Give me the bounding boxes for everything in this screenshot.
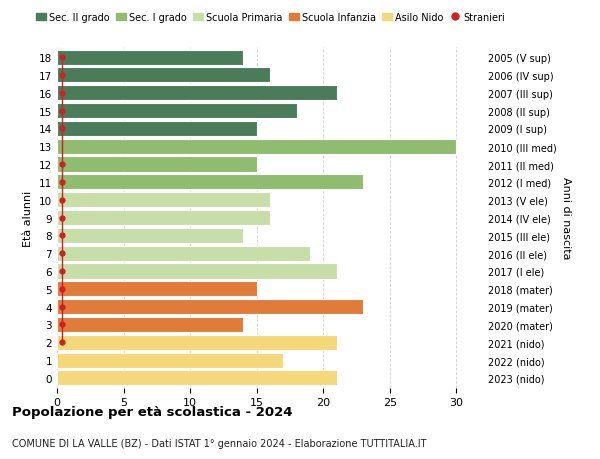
Bar — [57, 317, 244, 332]
Bar — [57, 264, 337, 279]
Bar — [57, 246, 310, 261]
Legend: Sec. II grado, Sec. I grado, Scuola Primaria, Scuola Infanzia, Asilo Nido, Stran: Sec. II grado, Sec. I grado, Scuola Prim… — [32, 9, 509, 27]
Y-axis label: Età alunni: Età alunni — [23, 190, 34, 246]
Bar — [57, 86, 337, 101]
Bar — [57, 370, 337, 386]
Bar — [57, 122, 257, 137]
Bar — [57, 140, 457, 154]
Bar — [57, 175, 363, 190]
Text: COMUNE DI LA VALLE (BZ) - Dati ISTAT 1° gennaio 2024 - Elaborazione TUTTITALIA.I: COMUNE DI LA VALLE (BZ) - Dati ISTAT 1° … — [12, 438, 427, 448]
Bar — [57, 157, 257, 172]
Bar — [57, 353, 283, 368]
Bar — [57, 228, 244, 243]
Bar — [57, 299, 363, 314]
Bar — [57, 335, 337, 350]
Bar — [57, 282, 257, 297]
Bar — [57, 104, 296, 119]
Bar — [57, 68, 270, 84]
Bar — [57, 211, 270, 225]
Bar — [57, 50, 244, 66]
Bar — [57, 193, 270, 208]
Text: Popolazione per età scolastica - 2024: Popolazione per età scolastica - 2024 — [12, 405, 293, 419]
Y-axis label: Anni di nascita: Anni di nascita — [560, 177, 571, 259]
